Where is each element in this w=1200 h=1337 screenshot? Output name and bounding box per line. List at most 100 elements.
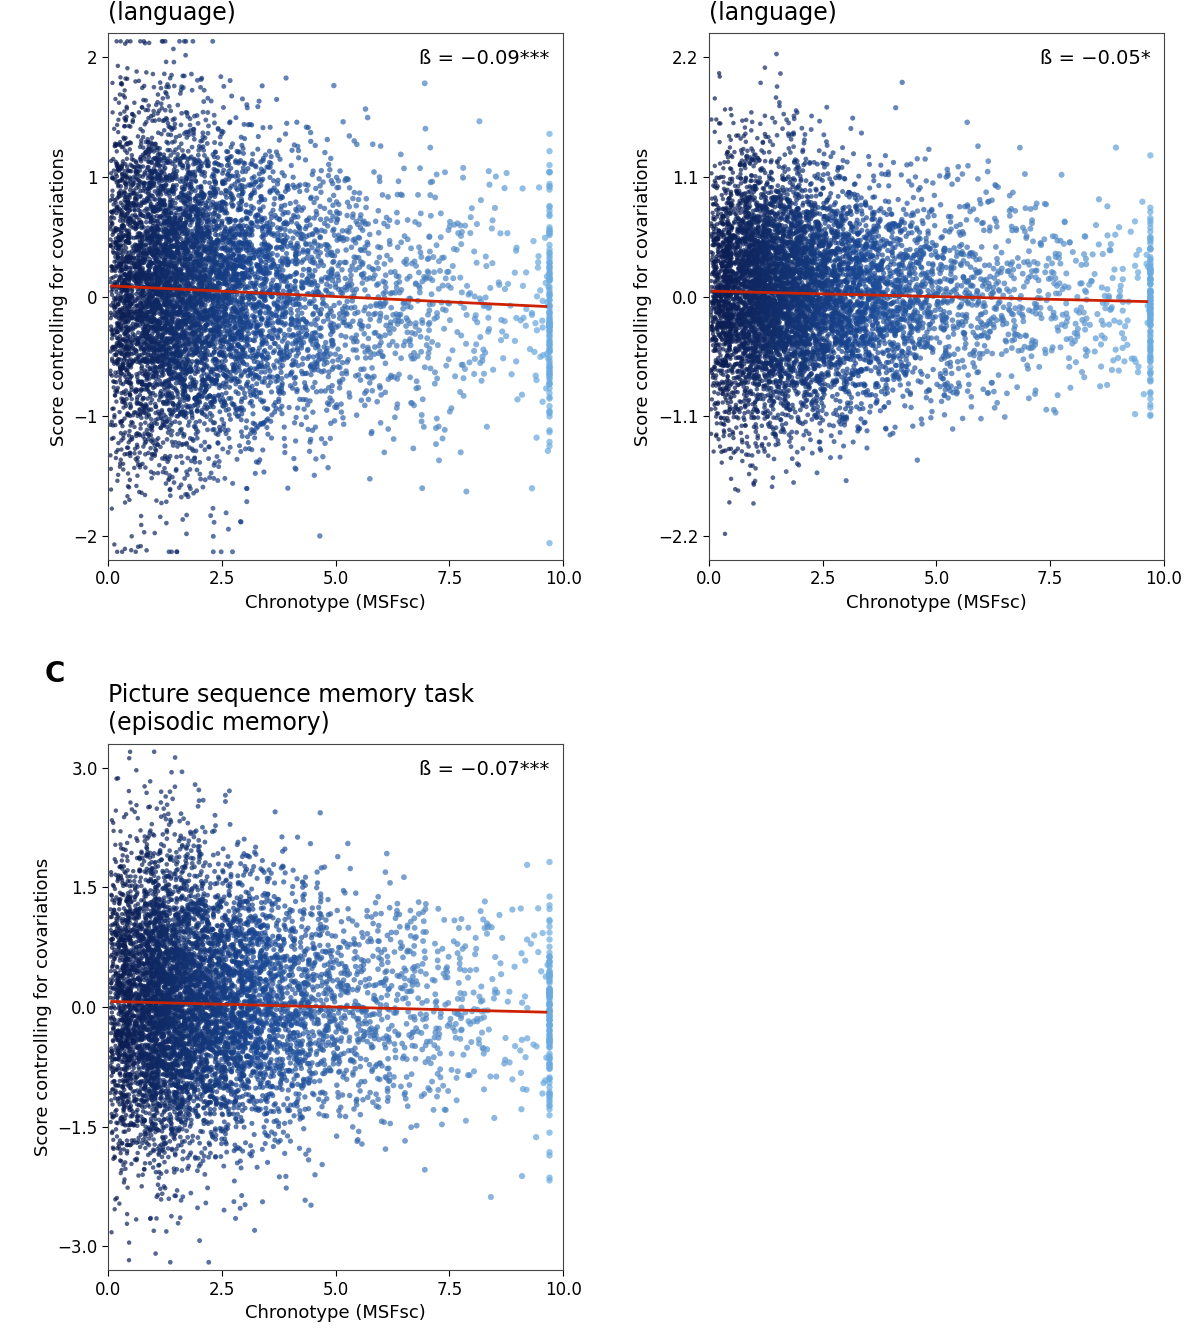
Point xyxy=(734,263,754,285)
Point xyxy=(769,156,788,178)
Point xyxy=(710,246,730,267)
Point xyxy=(150,404,169,425)
Point xyxy=(215,1027,234,1048)
Point xyxy=(134,1086,154,1107)
Point xyxy=(218,929,238,951)
Point xyxy=(269,170,288,191)
Point xyxy=(739,239,758,261)
Point xyxy=(373,295,392,317)
Point xyxy=(133,337,152,358)
Point xyxy=(103,913,122,935)
Point xyxy=(220,338,239,360)
Point xyxy=(713,360,732,381)
Point xyxy=(211,182,230,203)
Point xyxy=(736,231,755,253)
Point xyxy=(766,266,785,287)
Point xyxy=(152,1017,172,1039)
Point xyxy=(404,1005,424,1027)
Point xyxy=(134,397,154,418)
Point xyxy=(169,305,188,326)
Point xyxy=(179,241,198,262)
Point xyxy=(983,190,1002,211)
Point xyxy=(107,227,126,249)
Point xyxy=(804,271,823,293)
Point xyxy=(210,273,229,294)
Point xyxy=(762,230,781,251)
Point xyxy=(250,255,269,277)
Point xyxy=(169,1004,188,1025)
Point xyxy=(127,160,146,182)
Point xyxy=(809,289,828,310)
Point xyxy=(776,336,796,357)
Point xyxy=(761,287,780,309)
Point xyxy=(163,267,182,289)
Point xyxy=(202,929,221,951)
Point xyxy=(797,297,816,318)
Point xyxy=(214,306,233,328)
Point xyxy=(235,1031,254,1052)
Point xyxy=(175,1054,194,1075)
Point xyxy=(757,275,776,297)
Point xyxy=(755,233,774,254)
Point xyxy=(492,964,511,985)
Point xyxy=(115,186,134,207)
Point xyxy=(161,376,180,397)
Point xyxy=(157,253,176,274)
Point xyxy=(329,1003,348,1024)
Point xyxy=(125,457,144,479)
Point xyxy=(304,357,323,378)
Point xyxy=(104,533,124,555)
Point xyxy=(192,225,211,246)
Point xyxy=(173,1111,192,1132)
Point xyxy=(842,298,862,320)
Point xyxy=(773,164,792,186)
Point xyxy=(761,362,780,384)
Point xyxy=(900,297,919,318)
Point xyxy=(133,1090,152,1111)
Point xyxy=(113,1084,132,1106)
Point xyxy=(254,1032,274,1054)
Point xyxy=(193,308,212,329)
Point xyxy=(234,923,253,944)
Point xyxy=(116,198,136,219)
Point xyxy=(540,979,559,1000)
Point xyxy=(112,257,131,278)
Point xyxy=(709,374,728,396)
Point xyxy=(812,301,832,322)
Point xyxy=(212,908,232,929)
Point xyxy=(808,167,827,189)
Point xyxy=(142,1046,161,1067)
Point xyxy=(745,179,764,201)
Point xyxy=(149,936,168,957)
Point xyxy=(778,266,797,287)
Point xyxy=(191,223,210,245)
Point xyxy=(227,1068,246,1090)
Point xyxy=(858,297,877,318)
Point xyxy=(706,122,725,143)
Point xyxy=(860,237,880,258)
Point xyxy=(137,406,156,428)
Point xyxy=(116,1094,136,1115)
Point xyxy=(133,394,152,416)
Point xyxy=(196,992,215,1013)
Point xyxy=(371,326,390,348)
Point xyxy=(821,263,840,285)
Point xyxy=(110,210,130,231)
Point xyxy=(130,1059,149,1080)
Point xyxy=(152,1140,172,1162)
Point xyxy=(228,834,247,856)
Point xyxy=(158,334,178,356)
Point xyxy=(150,1064,169,1086)
Point xyxy=(122,388,142,409)
Point xyxy=(180,147,199,168)
Point xyxy=(320,979,340,1000)
Point xyxy=(108,352,127,373)
Point xyxy=(460,1064,479,1086)
Point xyxy=(248,1056,268,1078)
Point xyxy=(366,989,385,1011)
Point xyxy=(143,353,162,374)
Point xyxy=(180,980,199,1001)
Point xyxy=(214,345,233,366)
Point xyxy=(200,386,220,408)
Point xyxy=(186,961,205,983)
